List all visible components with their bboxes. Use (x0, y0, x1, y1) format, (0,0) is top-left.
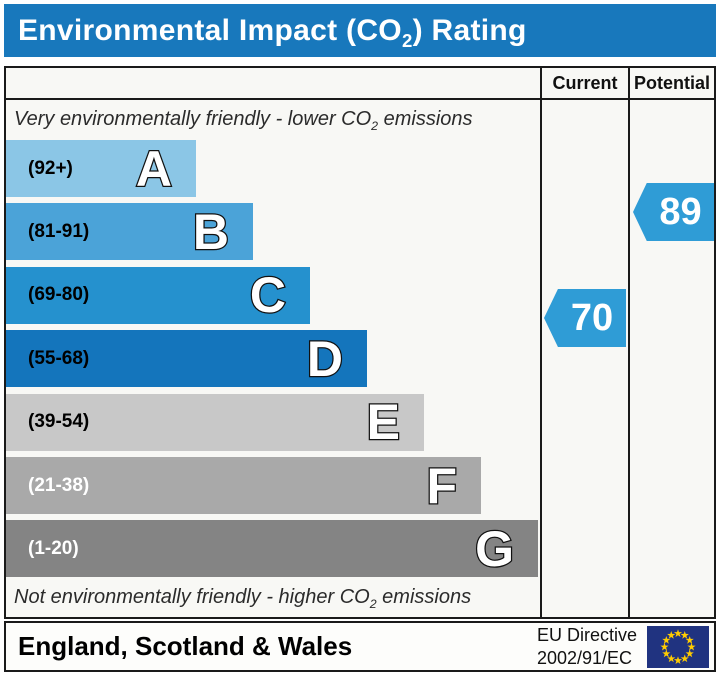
band-row-e: (39-54) E (6, 393, 424, 451)
band-range-label: (92+) (28, 157, 73, 179)
page-title: Environmental Impact (CO2) Rating (18, 13, 527, 51)
potential-column-divider (628, 68, 630, 617)
rating-chart: Current Potential Very environmentally f… (4, 66, 716, 619)
eu-flag-icon (647, 625, 709, 668)
band-range-label: (55-68) (28, 347, 90, 369)
band-range-label: (1-20) (28, 537, 79, 559)
band-letter: F (425, 457, 458, 514)
band-letter: E (365, 394, 401, 451)
band-row-c: (69-80) C (6, 266, 310, 324)
current-column-header: Current (552, 72, 618, 93)
region-label: England, Scotland & Wales (18, 631, 353, 661)
band-row-d: (55-68) D (6, 330, 367, 388)
band-row-b: (81-91) B (6, 203, 253, 261)
eu-directive-line1: EU Directive (536, 625, 637, 645)
bands: (92+) A (81-91) B (69-80) C (55-68) D (39-54) E (2… (6, 140, 546, 580)
header-divider (6, 98, 714, 100)
band-row-f: (21-38) F (6, 457, 481, 514)
band-row-g: (1-20) G (6, 520, 538, 578)
band-letter: B (192, 203, 231, 260)
potential-rating-value: 89 (659, 190, 702, 233)
footer: England, Scotland & Wales EU Directive 2… (4, 621, 716, 672)
caption-top: Very environmentally friendly - lower CO… (14, 108, 473, 133)
band-letter: D (306, 330, 345, 387)
band-range-label: (69-80) (28, 284, 90, 306)
band-range-label: (81-91) (28, 220, 90, 242)
potential-rating-pointer: 89 (633, 183, 714, 241)
title-bar: Environmental Impact (CO2) Rating (4, 4, 716, 57)
potential-column-header: Potential (633, 72, 710, 93)
eu-directive-label: EU Directive 2002/91/EC (537, 624, 637, 669)
current-rating-value: 70 (570, 296, 614, 339)
band-letter: A (135, 140, 174, 197)
current-rating-pointer: 70 (544, 289, 626, 347)
band-letter: G (474, 520, 515, 577)
current-column-divider (540, 68, 542, 617)
eu-directive-line2: 2002/91/EC (536, 647, 633, 668)
band-letter: C (249, 267, 288, 324)
band-range-label: (39-54) (28, 411, 90, 433)
band-row-a: (92+) A (6, 140, 196, 197)
band-range-label: (21-38) (28, 474, 90, 496)
caption-bottom: Not environmentally friendly - higher CO… (14, 586, 472, 611)
